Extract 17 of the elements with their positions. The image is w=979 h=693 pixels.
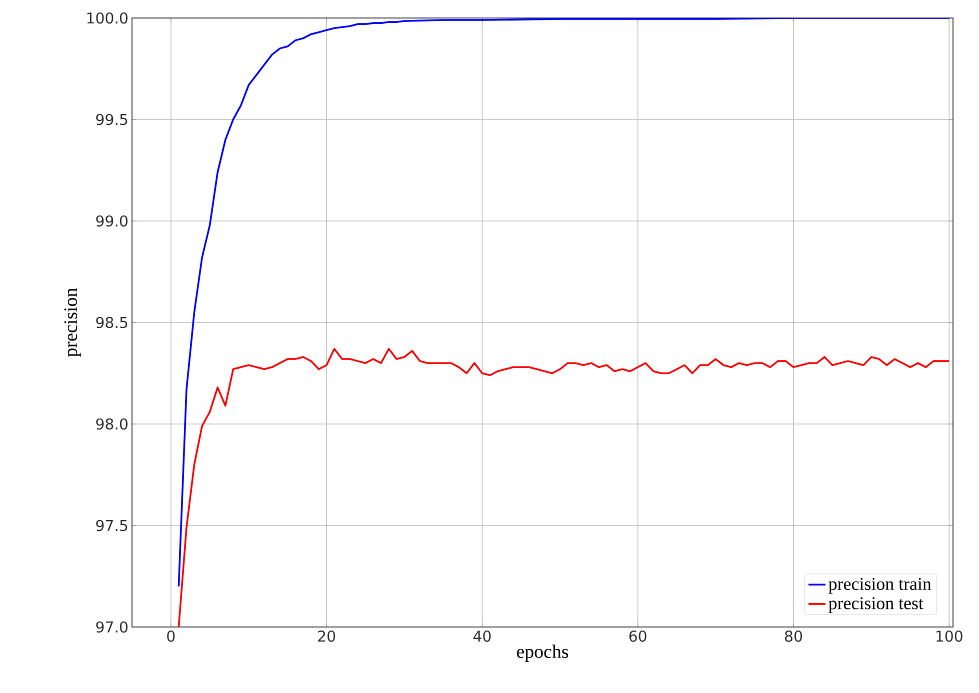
y-tick-label: 97.5	[96, 520, 128, 532]
legend-label: precision test	[828, 597, 924, 613]
legend-label: precision train	[828, 578, 932, 594]
x-tick-label: 40	[473, 630, 491, 642]
y-tick-label: 99.0	[96, 215, 128, 227]
y-tick-label: 97.0	[96, 621, 128, 633]
x-tick-label: 80	[784, 630, 802, 642]
x-tick-label: 100	[936, 630, 962, 642]
y-tick-label: 98.5	[96, 316, 128, 328]
y-tick-label: 100.0	[87, 12, 128, 24]
y-tick-label: 99.5	[96, 114, 128, 126]
x-tick-label: 0	[167, 630, 175, 642]
y-tick-label: 98.0	[96, 418, 128, 430]
x-tick-label: 60	[629, 630, 646, 642]
x-tick-label: 20	[318, 630, 336, 642]
y-axis-title: precision	[64, 288, 81, 357]
x-axis-title: epochs	[516, 644, 568, 662]
